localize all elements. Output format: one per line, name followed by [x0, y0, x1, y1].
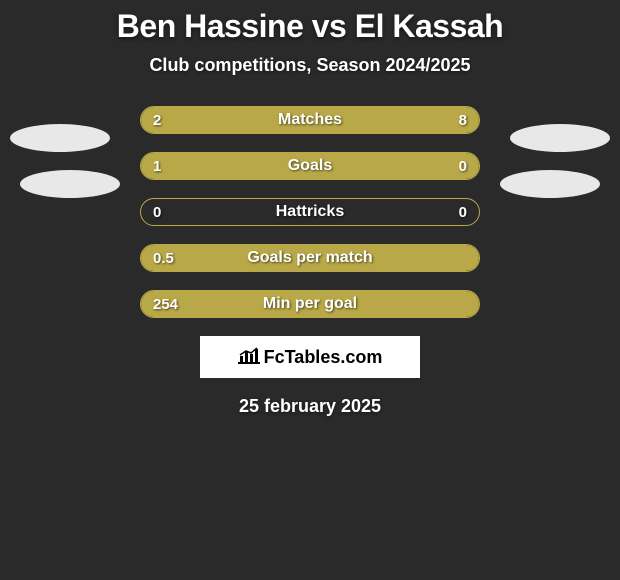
stat-label: Min per goal: [141, 291, 479, 317]
date: 25 february 2025: [0, 396, 620, 417]
stat-label: Goals per match: [141, 245, 479, 271]
stat-label: Matches: [141, 107, 479, 133]
subtitle: Club competitions, Season 2024/2025: [0, 55, 620, 76]
stat-bar-min-per-goal: 254Min per goal: [140, 290, 480, 318]
header: Ben Hassine vs El Kassah Club competitio…: [0, 0, 620, 76]
player-right-avatar-2: [500, 170, 600, 198]
value-right: 0: [459, 153, 467, 179]
stat-label: Goals: [141, 153, 479, 179]
chart-icon: [238, 346, 260, 369]
player-right-avatar-1: [510, 124, 610, 152]
comparison-chart: 2Matches81Goals00Hattricks00.5Goals per …: [0, 106, 620, 417]
stat-label: Hattricks: [141, 199, 479, 225]
bars-container: 2Matches81Goals00Hattricks00.5Goals per …: [140, 106, 480, 318]
logo-text: FcTables.com: [264, 347, 383, 368]
page-title: Ben Hassine vs El Kassah: [0, 8, 620, 45]
stat-bar-goals: 1Goals0: [140, 152, 480, 180]
stat-bar-goals-per-match: 0.5Goals per match: [140, 244, 480, 272]
stat-bar-matches: 2Matches8: [140, 106, 480, 134]
player-left-avatar-2: [20, 170, 120, 198]
value-right: 0: [459, 199, 467, 225]
fctables-logo[interactable]: FcTables.com: [200, 336, 420, 378]
value-right: 8: [459, 107, 467, 133]
player-left-avatar-1: [10, 124, 110, 152]
stat-bar-hattricks: 0Hattricks0: [140, 198, 480, 226]
